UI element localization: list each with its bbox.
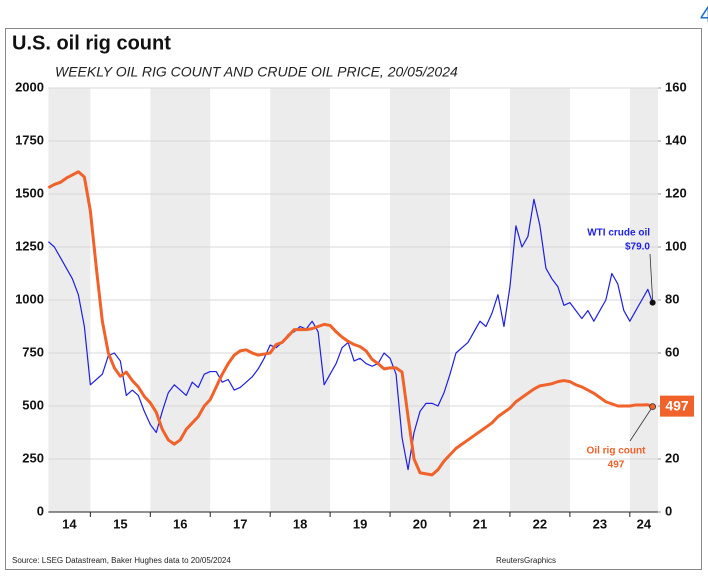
y2-tick-label: 20 — [665, 450, 679, 465]
rig-end-marker — [649, 403, 657, 411]
y-tick-label: 1250 — [15, 238, 44, 253]
y2-tick-label: 60 — [665, 344, 679, 359]
x-tick-label: 16 — [173, 516, 187, 531]
wti-line — [48, 198, 654, 471]
rig-annotation: Oil rig count — [587, 446, 647, 457]
x-tick-label: 14 — [62, 516, 77, 531]
x-tick-label: 21 — [473, 516, 487, 531]
y2-tick-label: 80 — [665, 291, 679, 306]
wti-value-label: $79.0 — [625, 242, 650, 253]
source: Source: LSEG Datastream, Baker Hughes da… — [12, 556, 231, 565]
frame — [5, 28, 702, 570]
y2-tick-label: 0 — [665, 503, 672, 518]
y-tick-label: 2000 — [15, 79, 44, 94]
rig-value-box — [660, 395, 694, 417]
y-tick-label: 750 — [22, 344, 44, 359]
y2-tick-label: 120 — [665, 185, 687, 200]
wti-leader — [649, 253, 654, 300]
y-tick-label: 1500 — [15, 185, 44, 200]
rig-count-line — [47, 170, 654, 477]
wti-annotation: WTI crude oil — [587, 228, 650, 239]
y-tick-label: 1750 — [15, 132, 44, 147]
x-tick-label: 19 — [353, 516, 367, 531]
figure-label: תרשים 4 — [700, 2, 708, 27]
credit: ReutersGraphics — [496, 556, 556, 565]
x-tick-label: 18 — [293, 516, 307, 531]
chart-subtitle: WEEKLY OIL RIG COUNT AND CRUDE OIL PRICE… — [55, 64, 458, 80]
chart-title: U.S. oil rig count — [12, 32, 171, 54]
wti-end-marker — [649, 299, 656, 306]
rig-leader — [629, 406, 653, 442]
x-tick-label: 22 — [533, 516, 547, 531]
y-tick-label: 1000 — [15, 291, 44, 306]
x-tick-label: 23 — [593, 516, 607, 531]
y-tick-label: 0 — [37, 503, 44, 518]
y-tick-label: 500 — [22, 397, 44, 412]
y2-tick-label: 160 — [665, 79, 687, 94]
x-tick-label: 17 — [233, 516, 247, 531]
x-tick-label: 20 — [413, 516, 427, 531]
x-tick-label: 15 — [113, 516, 127, 531]
x-tick-label: 24 — [637, 516, 652, 531]
rig-value-label: 497 — [608, 460, 625, 471]
y2-tick-label: 140 — [665, 132, 687, 147]
y2-tick-label: 100 — [665, 238, 687, 253]
rig-value-box-label: 497 — [665, 397, 689, 413]
y-tick-label: 250 — [22, 450, 44, 465]
